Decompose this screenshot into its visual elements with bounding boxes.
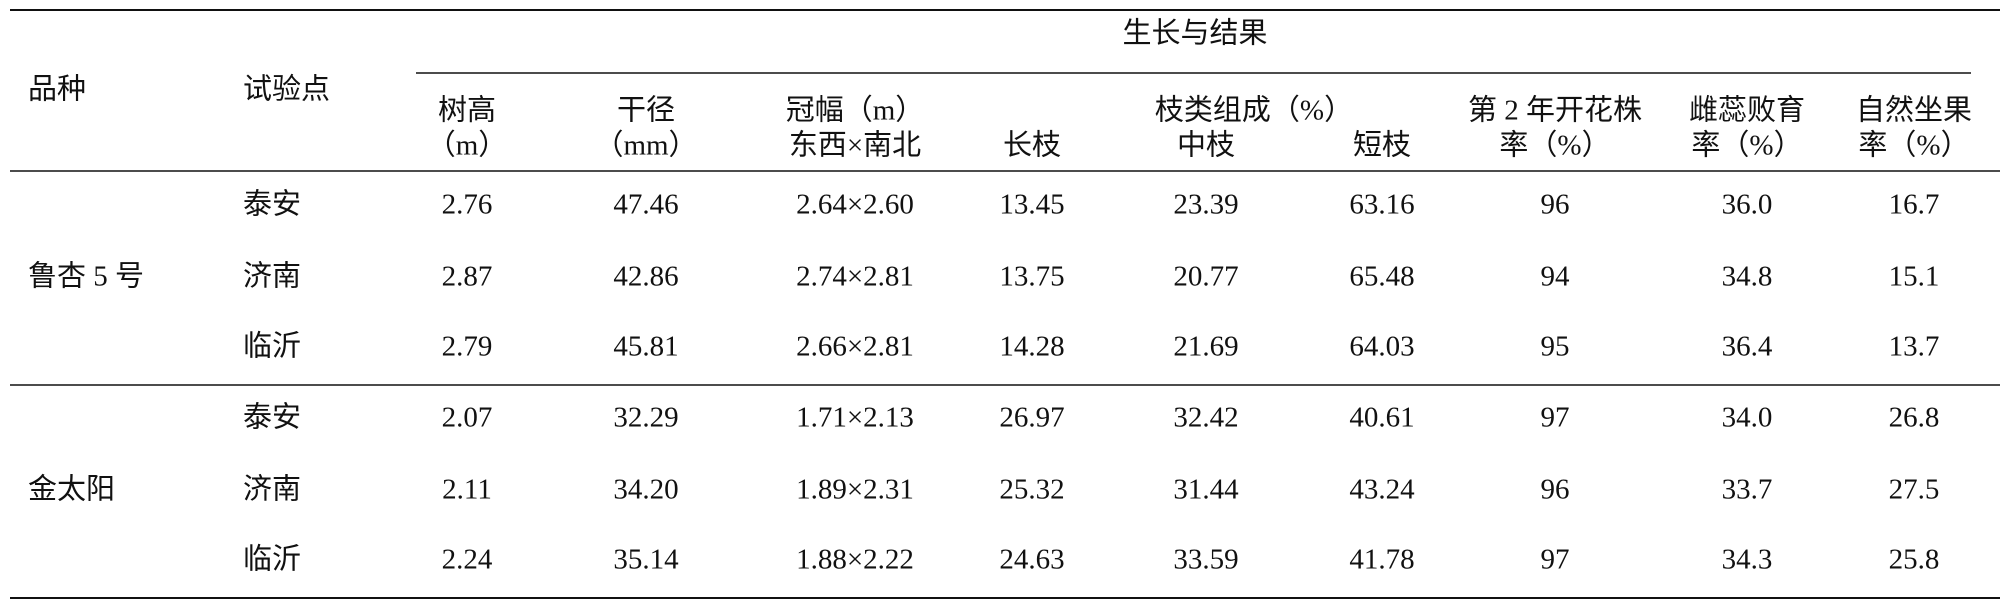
data-cell: 2.76 [442, 189, 493, 221]
data-cell: 95 [1541, 331, 1570, 363]
data-cell: 97 [1541, 544, 1570, 576]
data-cell: 34.8 [1722, 261, 1773, 293]
column-header: 率（%） [1691, 129, 1802, 162]
column-header: （mm） [594, 130, 697, 162]
data-cell: 15.1 [1889, 261, 1940, 293]
data-cell: 35.14 [613, 544, 679, 576]
data-cell: 13.45 [999, 189, 1064, 221]
site-cell: 泰安 [243, 188, 301, 221]
column-header: 树高 [438, 94, 496, 127]
data-cell: 25.8 [1889, 544, 1940, 576]
data-cell: 63.16 [1349, 189, 1414, 221]
column-header: 自然坐果 [1856, 94, 1972, 127]
data-cell: 2.24 [442, 544, 493, 576]
site-cell: 济南 [243, 260, 301, 293]
header-site: 试验点 [243, 73, 330, 106]
data-cell: 40.61 [1349, 402, 1414, 434]
data-cell: 96 [1541, 189, 1570, 221]
site-cell: 临沂 [243, 330, 301, 363]
data-cell: 34.20 [613, 474, 678, 506]
data-cell: 24.63 [999, 544, 1064, 576]
data-cell: 42.86 [613, 261, 678, 293]
data-cell: 33.7 [1722, 474, 1773, 506]
header-branch-group: 枝类组成（%） [1155, 94, 1353, 127]
site-cell: 泰安 [243, 401, 301, 434]
data-cell: 45.81 [613, 331, 678, 363]
column-header: 第 2 年开花株 [1468, 94, 1642, 127]
data-cell: 43.24 [1349, 474, 1415, 506]
data-cell: 1.89×2.31 [796, 474, 914, 506]
data-cell: 1.71×2.13 [796, 402, 914, 434]
data-cell: 94 [1541, 261, 1571, 293]
header-group: 生长与结果 [1122, 17, 1267, 50]
data-cell: 2.11 [442, 474, 492, 506]
column-header: 东西×南北 [789, 129, 921, 162]
site-cell: 临沂 [243, 543, 301, 576]
data-cell: 14.28 [999, 331, 1064, 363]
variety-cell: 金太阳 [28, 473, 115, 506]
column-header: 中枝 [1177, 129, 1235, 162]
data-cell: 21.69 [1173, 331, 1238, 363]
data-cell: 36.0 [1722, 189, 1773, 221]
data-cell: 20.77 [1173, 261, 1238, 293]
column-header: 短枝 [1353, 129, 1411, 162]
column-header: （m） [427, 130, 508, 162]
data-cell: 13.75 [999, 261, 1064, 293]
data-cell: 26.8 [1889, 402, 1940, 434]
data-cell: 16.7 [1889, 189, 1940, 221]
header-variety: 品种 [28, 73, 86, 106]
data-cell: 23.39 [1173, 189, 1238, 221]
data-cell: 41.78 [1349, 544, 1414, 576]
data-cell: 2.79 [442, 331, 493, 363]
data-cell: 64.03 [1349, 331, 1414, 363]
data-cell: 97 [1541, 402, 1570, 434]
data-cell: 96 [1541, 474, 1570, 506]
column-header: 率（%） [1858, 129, 1969, 162]
data-cell: 2.07 [442, 402, 493, 434]
data-cell: 25.32 [999, 474, 1064, 506]
variety-cell: 鲁杏 5 号 [28, 260, 144, 293]
data-cell: 33.59 [1173, 544, 1238, 576]
data-cell: 27.5 [1889, 474, 1940, 506]
data-cell: 32.29 [613, 402, 678, 434]
data-cell: 2.74×2.81 [796, 261, 914, 293]
column-header: 长枝 [1003, 129, 1061, 162]
data-cell: 47.46 [613, 189, 678, 221]
data-cell: 2.87 [442, 261, 493, 293]
data-cell: 65.48 [1349, 261, 1414, 293]
data-cell: 2.64×2.60 [796, 189, 914, 221]
column-header: 雌蕊败育 [1689, 94, 1805, 127]
data-cell: 36.4 [1722, 331, 1773, 363]
data-cell: 26.97 [999, 402, 1064, 434]
data-cell: 32.42 [1173, 402, 1238, 434]
data-cell: 13.7 [1889, 331, 1940, 363]
data-cell: 31.44 [1173, 474, 1239, 506]
data-cell: 2.66×2.81 [796, 331, 914, 363]
data-cell: 34.0 [1722, 402, 1773, 434]
data-cell: 1.88×2.22 [796, 544, 914, 576]
column-header: 冠幅（m） [786, 94, 925, 127]
column-header: 率（%） [1499, 129, 1610, 162]
site-cell: 济南 [243, 473, 301, 506]
column-header: 干径 [617, 94, 675, 127]
data-cell: 34.3 [1722, 544, 1773, 576]
